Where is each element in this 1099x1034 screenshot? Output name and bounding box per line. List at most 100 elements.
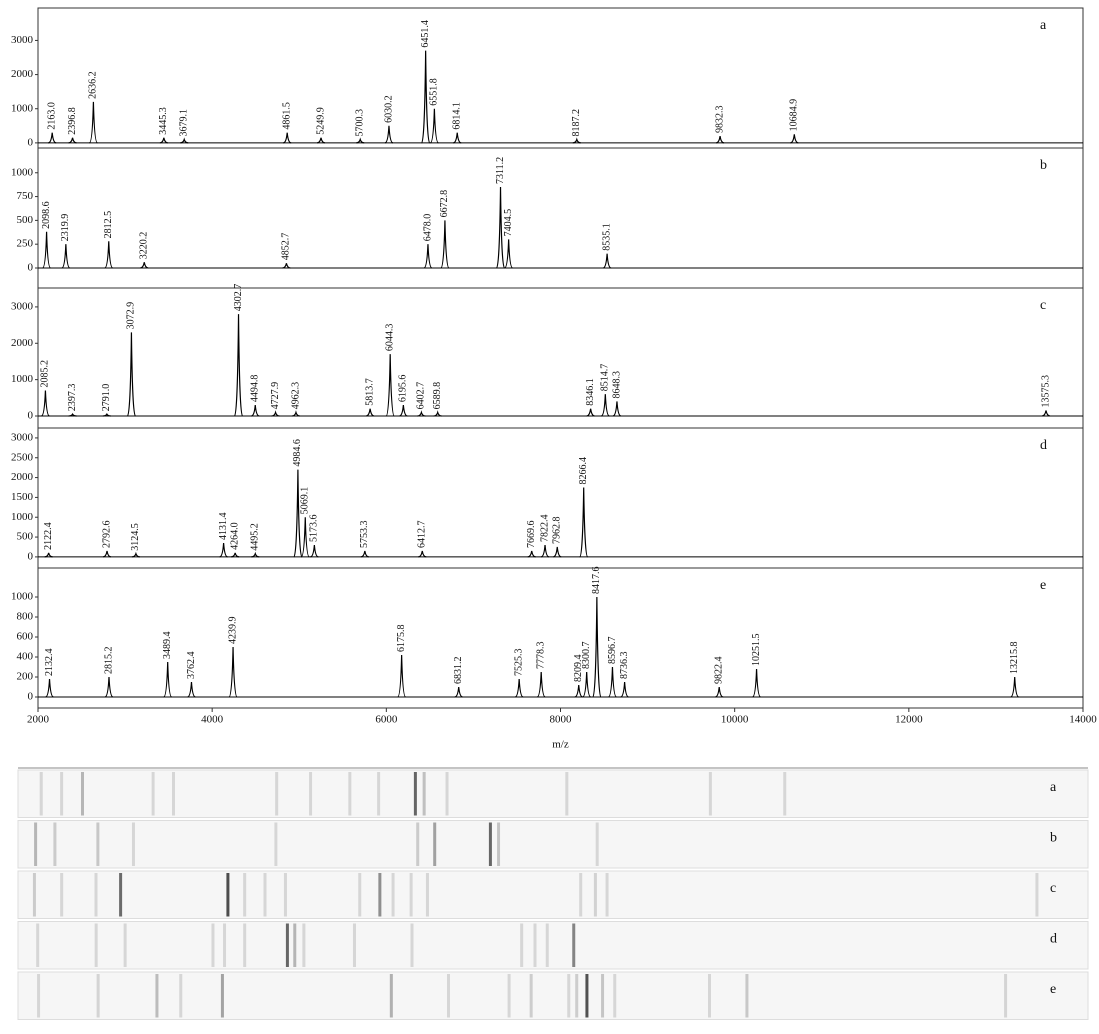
peak (716, 136, 724, 143)
y-tick-label: 500 (17, 531, 34, 543)
y-tick-label: 1000 (11, 591, 34, 603)
gel-band (286, 924, 289, 968)
peak-label: 2636.2 (88, 71, 99, 99)
peak-label: 4861.5 (281, 102, 292, 130)
gel-band (546, 924, 549, 968)
gel-band (95, 873, 98, 917)
peak (43, 232, 51, 268)
gel-band (585, 974, 588, 1018)
peak-label: 3124.5 (130, 523, 141, 551)
peak-label: 4984.6 (292, 439, 303, 467)
peak (603, 254, 611, 268)
peak-label: 5700.3 (355, 109, 366, 137)
gel-band (410, 873, 413, 917)
peak-label: 8266.4 (578, 457, 589, 485)
y-tick-label: 1000 (11, 511, 34, 523)
gel-lane-label: d (1050, 931, 1057, 946)
peak (103, 551, 111, 557)
panel-label: a (1040, 18, 1047, 33)
gel-band (96, 823, 99, 867)
y-tick-label: 2000 (11, 471, 34, 483)
y-tick-label: 600 (17, 631, 34, 643)
gel-lane (18, 972, 1088, 1020)
peak (140, 262, 148, 268)
gel-band (411, 924, 414, 968)
gel-lane (18, 821, 1088, 869)
gel-band (446, 772, 449, 816)
y-tick-label: 750 (17, 190, 34, 202)
peak-label: 6175.8 (396, 625, 407, 653)
panel-label: b (1040, 158, 1047, 173)
panel-label: c (1040, 298, 1046, 313)
gel-band (601, 974, 604, 1018)
gel-band (377, 772, 380, 816)
y-tick-label: 0 (28, 550, 34, 562)
y-tick-label: 1000 (11, 102, 34, 114)
gel-band (353, 924, 356, 968)
peak (180, 139, 188, 142)
peak (69, 138, 77, 143)
gel-band (575, 974, 578, 1018)
peak-label: 8417.6 (591, 567, 602, 595)
peak-label: 2792.6 (101, 520, 112, 548)
peak (46, 679, 54, 697)
gel-band (358, 873, 361, 917)
figure: 0100020003000a2163.02396.82636.23445.336… (0, 0, 1099, 1034)
peak (580, 487, 588, 556)
gel-band (596, 823, 599, 867)
peak-label: 2122.4 (43, 522, 54, 550)
peak (587, 409, 595, 416)
peak (385, 126, 393, 143)
gel-band (709, 772, 712, 816)
panel-frame (38, 8, 1083, 148)
y-tick-label: 3000 (11, 300, 34, 312)
gel-lane-label: b (1050, 830, 1057, 845)
y-tick-label: 200 (17, 671, 34, 683)
peak (251, 405, 259, 416)
peak-label: 5069.1 (300, 487, 311, 515)
gel-band (708, 974, 711, 1018)
peak-label: 4264.0 (229, 522, 240, 550)
gel-band (81, 772, 84, 816)
gel-band (534, 924, 537, 968)
gel-band (520, 924, 523, 968)
peak (164, 662, 172, 697)
peak-label: 4852.7 (281, 233, 292, 261)
peak (515, 679, 523, 697)
peak (790, 134, 798, 143)
gel-band (1004, 974, 1007, 1018)
y-tick-label: 800 (17, 611, 34, 623)
peak-label: 3445.3 (158, 107, 169, 135)
gel-band (433, 823, 436, 867)
peak (1042, 411, 1050, 416)
peak-label: 4494.8 (250, 375, 261, 403)
peak-label: 3220.2 (139, 232, 150, 260)
gel-band (489, 823, 492, 867)
peak-label: 5249.9 (315, 107, 326, 135)
peak (272, 412, 280, 416)
peak-label: 4962.3 (290, 382, 301, 410)
peak (45, 553, 53, 557)
peak (231, 553, 239, 557)
peak (553, 547, 561, 557)
x-tick-label: 2000 (27, 714, 50, 726)
peak-label: 6551.8 (429, 78, 440, 106)
gel-band (119, 873, 122, 917)
y-tick-label: 1500 (11, 491, 34, 503)
gel-band (497, 823, 500, 867)
gel-band (414, 772, 417, 816)
y-tick-label: 400 (17, 651, 34, 663)
peak-label: 3762.4 (186, 652, 197, 680)
peak-label: 8736.3 (619, 652, 630, 680)
x-tick-label: 8000 (550, 714, 573, 726)
peak (48, 133, 56, 143)
peak-label: 7404.5 (503, 209, 514, 236)
x-tick-label: 4000 (201, 714, 224, 726)
peak (453, 133, 461, 143)
gel-band (172, 772, 175, 816)
gel-band (60, 873, 63, 917)
peak (160, 138, 168, 143)
y-tick-label: 250 (17, 238, 34, 250)
gel-band (97, 974, 100, 1018)
peak-label: 2396.8 (67, 107, 78, 135)
